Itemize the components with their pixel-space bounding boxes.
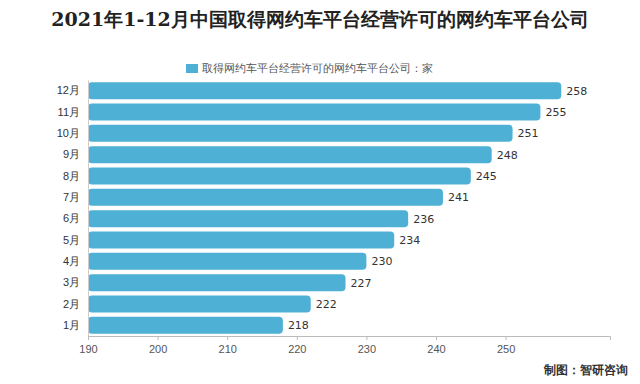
y-tick: 12月 [57,84,88,96]
bar [88,231,394,248]
x-tick: 230 [358,336,376,355]
data-label: 218 [288,319,309,332]
x-tick-label: 220 [288,343,306,355]
source: 制图：智研咨询 [543,363,628,377]
x-tick-label: 230 [358,343,376,355]
legend-swatch [186,64,198,73]
data-labels: 218 222 227 230 234 236 241 245248251 255258 [288,85,587,333]
y-tick-label: 12月 [57,84,80,96]
y-tick: 10月 [57,127,88,139]
bar [88,167,471,184]
data-label: 258 [566,85,587,98]
data-label: 227 [351,277,372,290]
y-tick-label: 5月 [63,234,80,246]
bar [88,253,366,270]
x-tick-mark [88,336,89,340]
x-tick-label: 190 [79,343,97,355]
legend: 取得网约车平台经营许可的网约车平台公司：家 [186,62,433,75]
y-tick-label: 3月 [63,276,80,288]
y-tick: 6月 [63,212,88,224]
data-label: 245 [476,170,497,183]
x-tick-label: 250 [497,343,515,355]
y-tick-label: 10月 [57,127,80,139]
bar [88,189,443,206]
title: 2021年1-12月中国取得网约车平台经营许可的网约车平台公司 [51,8,588,30]
y-tick-label: 2月 [63,298,80,310]
bar [88,295,311,312]
data-label: 248 [497,149,518,162]
plot: 218 222 227 230 234 236 241 245248251 255258 1月 2月… [57,81,611,355]
x-tick-mark [158,336,159,340]
x-tick: 210 [219,336,237,355]
y-tick: 5月 [63,234,88,246]
y-tick-label: 7月 [63,191,80,203]
legend-label: 取得网约车平台经营许可的网约车平台公司：家 [202,62,433,75]
data-label: 230 [371,255,392,268]
x-tick-mark [366,336,367,340]
chart: 2021年1-12月中国取得网约车平台经营许可的网约车平台公司取得网约车平台经营… [0,0,640,384]
x-tick: 250 [497,336,515,355]
data-label: 255 [545,106,566,119]
data-label: 251 [518,127,539,140]
bar [88,210,408,227]
y-tick: 11月 [58,106,88,118]
bar [88,103,540,120]
x-tick: 190 [79,336,97,355]
bar [88,274,346,291]
y-tick-label: 11月 [58,106,80,118]
y-tick: 3月 [63,276,88,288]
x-tick-mark [297,336,298,340]
x-tick-mark [436,336,437,340]
x-tick: 220 [288,336,306,355]
bars [88,82,561,334]
data-label: 222 [316,298,337,311]
x-tick-label: 200 [149,343,167,355]
y-axis-line [88,81,89,337]
data-label: 241 [448,191,469,204]
x-axis-line [89,337,611,341]
y-tick-label: 1月 [63,319,80,331]
bar [88,125,513,142]
bar [88,317,283,334]
x-tick-label: 240 [427,343,445,355]
y-axis: 1月 2月 3月 4月 5月 6月 7月 8月 9月 10月 11月 12月 [57,81,89,337]
y-tick-label: 4月 [63,255,80,267]
y-tick-label: 9月 [63,148,80,160]
x-tick-label: 210 [219,343,237,355]
bar [88,146,492,163]
y-tick-label: 8月 [63,170,80,182]
x-tick-mark [506,336,507,340]
x-tick: 200 [149,336,167,355]
bar [88,82,561,99]
y-tick: 4月 [63,255,88,267]
y-tick: 2月 [63,298,88,310]
y-tick-label: 6月 [63,212,80,224]
y-tick: 8月 [63,170,88,182]
y-tick: 7月 [63,191,88,203]
x-tick: 240 [427,336,445,355]
x-axis: 190 200 210 220 230 240 250 [79,336,610,355]
data-label: 234 [399,234,420,247]
data-label: 236 [413,213,434,226]
y-tick: 9月 [63,148,88,160]
y-tick: 1月 [63,319,88,331]
x-tick-mark [227,336,228,340]
